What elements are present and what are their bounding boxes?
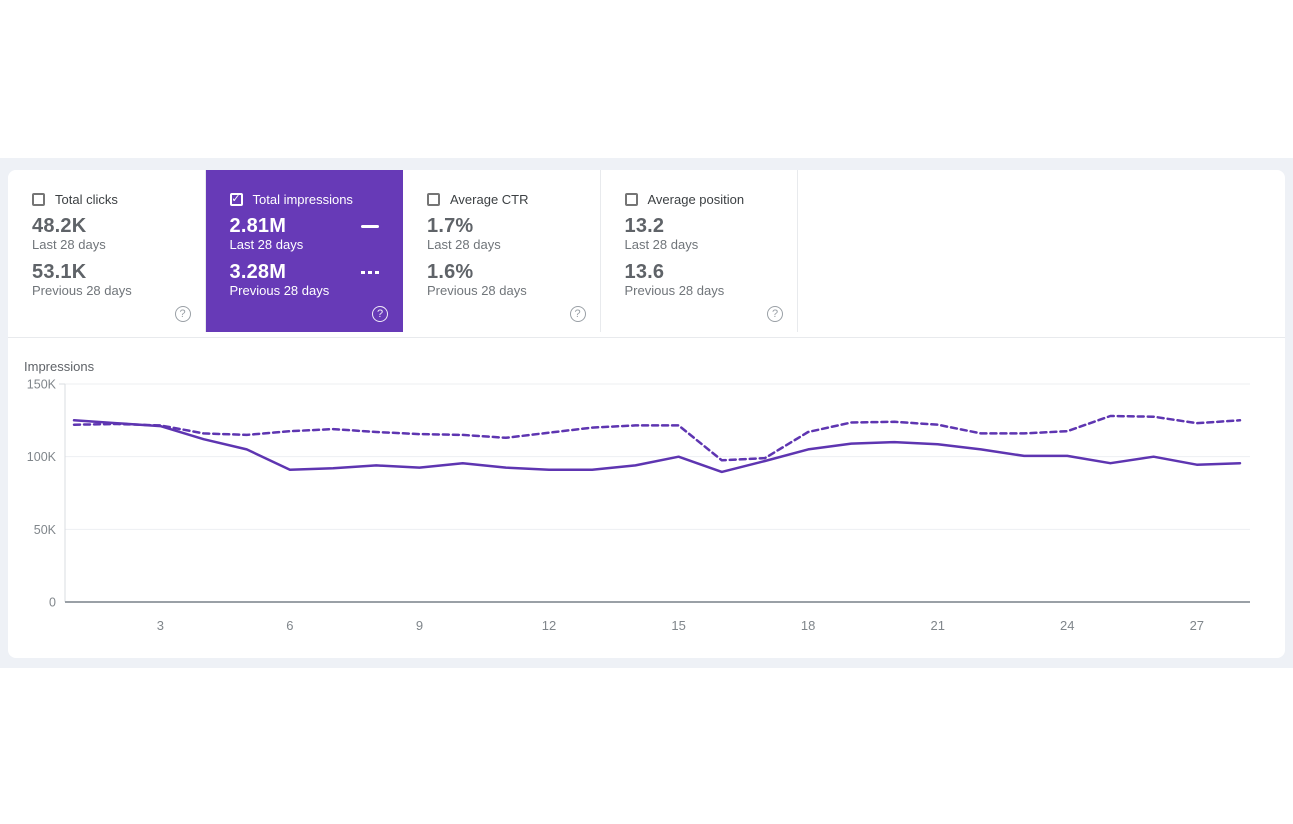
y-axis-label: 0	[49, 596, 56, 610]
x-axis-label: 21	[930, 618, 944, 633]
help-icon[interactable]: ?	[569, 306, 586, 322]
metric-caption-last: Last 28 days	[32, 237, 106, 252]
help-icon[interactable]: ?	[372, 306, 388, 322]
metric-value-last: 13.2	[624, 214, 665, 237]
metric-card[interactable]: Total clicks 48.2K Last 28 days 53.1K Pr…	[8, 170, 206, 332]
metric-checkbox[interactable]: ✓	[229, 193, 243, 206]
metric-checkbox[interactable]	[427, 193, 440, 206]
metric-checkbox-row: Total clicks	[32, 192, 191, 207]
x-axis-label: 6	[286, 618, 293, 633]
series-line-current[interactable]	[72, 419, 1242, 474]
metric-value-row-last: 48.2K	[32, 215, 191, 237]
metric-card[interactable]: Average position 13.2 Last 28 days 13.6 …	[600, 170, 798, 332]
y-axis-label: 50K	[34, 523, 57, 537]
metric-value-row-previous: 13.6	[625, 261, 784, 283]
metric-checkbox-row: ✓ Total impressions	[229, 192, 389, 207]
metric-caption-last: Last 28 days	[229, 237, 304, 252]
metric-checkbox-row: Average CTR	[427, 192, 586, 207]
x-axis-label: 15	[671, 618, 685, 633]
performance-section: Total clicks 48.2K Last 28 days 53.1K Pr…	[0, 158, 1293, 668]
chart-axis-title: Impressions	[24, 359, 95, 374]
metric-value-row-previous: 3.28M	[230, 261, 389, 283]
metric-caption-previous: Previous 28 days	[624, 283, 725, 298]
metric-caption-previous: Previous 28 days	[427, 283, 527, 298]
metric-value-last: 2.81M	[229, 214, 287, 237]
metric-checkbox-row: Average position	[624, 192, 784, 207]
metric-value-row-previous: 53.1K	[32, 261, 191, 283]
metric-label: Average position	[647, 192, 745, 207]
metric-value-row-last: 2.81M	[230, 215, 389, 237]
metric-label: Total impressions	[252, 192, 353, 207]
cards-divider	[8, 337, 1285, 338]
metric-card[interactable]: ✓ Total impressions 2.81M Last 28 days 3…	[205, 170, 403, 332]
metric-checkbox[interactable]	[624, 193, 638, 206]
metric-value-row-last: 13.2	[625, 215, 784, 237]
metric-label: Average CTR	[450, 192, 529, 207]
x-axis-label: 12	[542, 618, 556, 633]
metric-value-last: 1.7%	[427, 214, 474, 237]
performance-panel: Total clicks 48.2K Last 28 days 53.1K Pr…	[8, 170, 1285, 658]
metric-label: Total clicks	[55, 192, 118, 207]
metric-value-previous: 3.28M	[229, 260, 287, 283]
metric-caption-previous: Previous 28 days	[32, 283, 132, 298]
metric-checkbox[interactable]	[32, 193, 45, 206]
metric-value-row-last: 1.7%	[427, 215, 586, 237]
metric-caption-previous: Previous 28 days	[229, 283, 330, 298]
metric-caption-last: Last 28 days	[427, 237, 501, 252]
solid-line-legend-icon	[361, 224, 379, 228]
y-axis-label: 100K	[27, 450, 57, 464]
x-axis-label: 24	[1060, 618, 1074, 633]
checkmark-icon: ✓	[231, 193, 241, 205]
help-icon[interactable]: ?	[174, 306, 191, 322]
impressions-chart-area: Impressions 0 50K 100K 150K 3 6 9 12 15 18 21 24 27	[8, 338, 1285, 658]
help-icon[interactable]: ?	[767, 306, 783, 322]
metric-cards-row: Total clicks 48.2K Last 28 days 53.1K Pr…	[8, 170, 1285, 332]
series-line-previous[interactable]	[72, 414, 1242, 462]
metric-value-previous: 53.1K	[32, 260, 87, 283]
x-axis-label: 3	[157, 618, 164, 633]
metric-value-previous: 13.6	[624, 260, 665, 283]
impressions-chart[interactable]: 0 50K 100K 150K 3 6 9 12 15 18 21 24 27	[8, 338, 1285, 658]
x-axis-label: 9	[416, 618, 423, 633]
x-axis-label: 18	[801, 618, 815, 633]
metric-value-previous: 1.6%	[427, 260, 474, 283]
metric-caption-last: Last 28 days	[624, 237, 699, 252]
x-axis-label: 27	[1190, 618, 1204, 633]
metric-card[interactable]: Average CTR 1.7% Last 28 days 1.6% Previ…	[403, 170, 601, 332]
y-axis-label: 150K	[27, 378, 57, 392]
dashed-line-legend-icon	[361, 270, 379, 274]
metric-value-last: 48.2K	[32, 214, 87, 237]
metric-value-row-previous: 1.6%	[427, 261, 586, 283]
